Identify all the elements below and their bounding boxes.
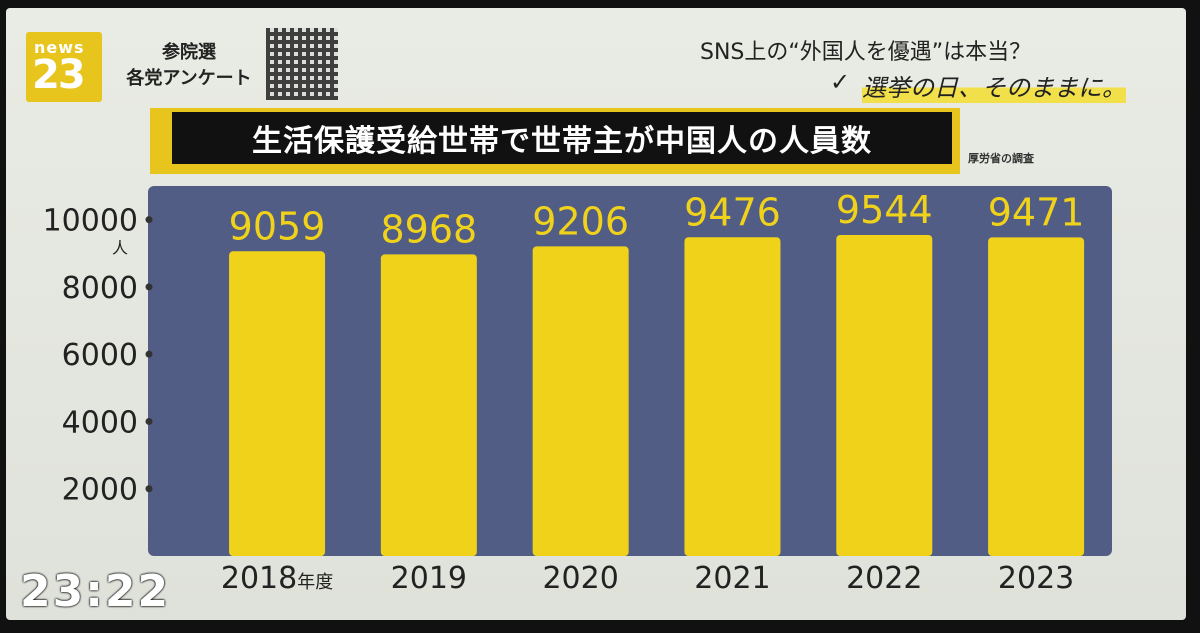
header-tagline: 選挙の日、そのままに。 [862,68,1126,103]
y-tick-label: 2000 [62,473,138,508]
poll-label: 参院選 各党アンケート [116,40,262,92]
bar [684,237,781,556]
x-tick-label: 2020 [542,561,618,596]
y-tick-dot [145,216,153,224]
x-tick-label: 2023 [998,561,1074,596]
y-tick-label: 8000 [62,271,138,306]
x-tick-label: 2021 [694,561,770,596]
bar [380,254,477,556]
bar [229,251,326,556]
y-tick-label: 4000 [62,405,138,440]
bar [532,246,629,557]
x-tick-suffix: 年度 [297,572,333,593]
data-label: 8968 [380,207,477,251]
poll-label-line1: 参院選 [162,42,216,63]
source-note: 厚労省の調査 [968,152,1034,165]
x-tick-label: 2018年度 [221,561,333,596]
check-mark-icon: ✓ [830,68,851,96]
qr-code-icon [266,28,338,100]
x-tick-label: 2022 [846,561,922,596]
data-label: 9544 [836,188,933,232]
x-axis: 2018年度 2019 2020 2021 2022 2023 [221,561,1074,596]
bar [988,237,1085,556]
data-label: 9206 [532,199,629,243]
bars: 9059 8968 9206 9476 9544 9471 [229,188,1085,557]
data-label: 9471 [988,190,1085,234]
chart-title: 生活保護受給世帯で世帯主が中国人の人員数 [172,112,952,164]
x-tick-label: 2019 [391,561,467,596]
data-label: 9476 [684,190,781,234]
y-tick-dot [145,485,153,493]
y-unit-label: 人 [112,239,128,258]
clock: 23:22 [20,566,171,617]
poll-label-line2: 各党アンケート [126,68,252,89]
header-question: SNS上の“外国人を優遇”は本当？ [700,40,1032,65]
y-tick-dot [145,417,153,425]
y-tick-label: 10000 [43,204,138,239]
y-tick-label: 6000 [62,338,138,373]
y-tick-dot [145,283,153,291]
data-label: 9059 [229,204,326,248]
logo-line2: 23 [32,52,86,98]
news23-logo: news 23 [26,32,102,102]
y-tick-dot [145,350,153,358]
logo-line1: news [34,38,85,57]
bar [836,234,933,556]
